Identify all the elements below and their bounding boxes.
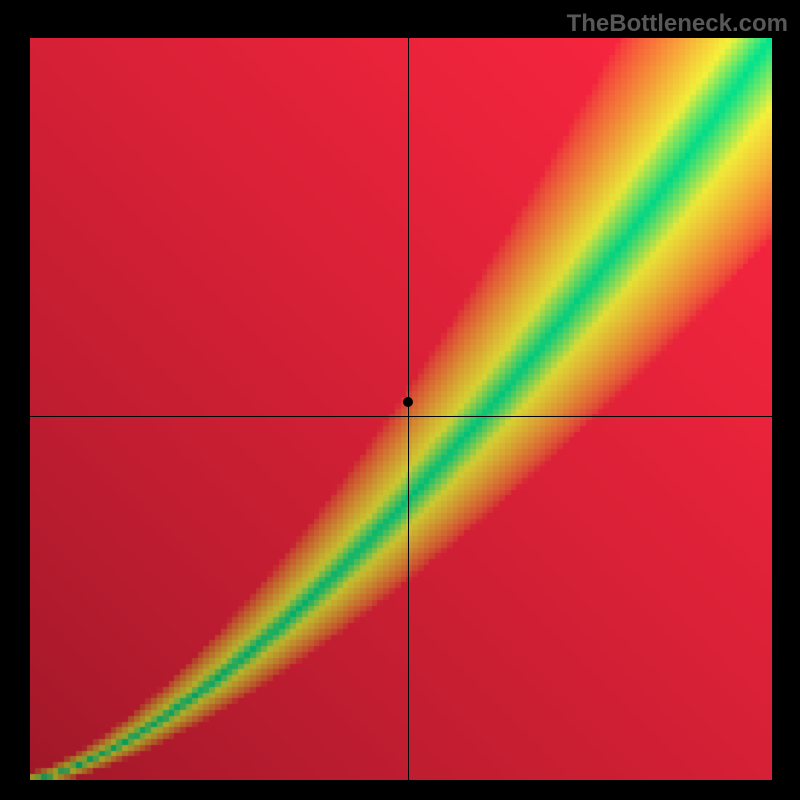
crosshair-vertical xyxy=(408,38,409,780)
selection-marker xyxy=(403,397,413,407)
heatmap-plot xyxy=(30,38,772,780)
heatmap-canvas xyxy=(30,38,772,780)
watermark-text: TheBottleneck.com xyxy=(567,10,788,38)
crosshair-horizontal xyxy=(30,416,772,417)
